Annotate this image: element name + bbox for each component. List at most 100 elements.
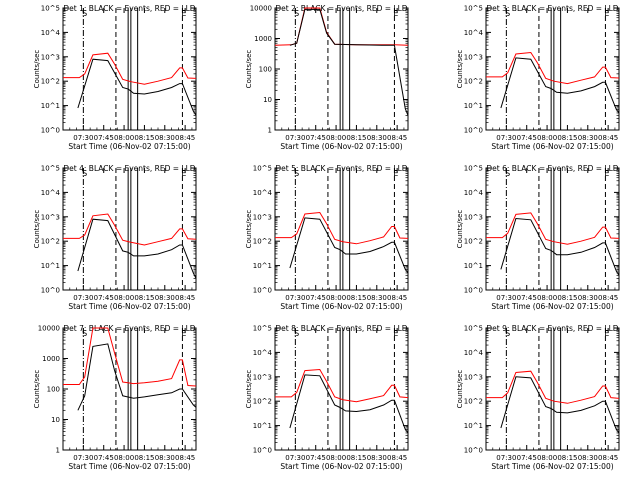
- y-tick-label: 10^1: [41, 262, 60, 270]
- y-axis-label: Counts/sec: [456, 210, 464, 249]
- x-tick-label: 08:00: [537, 294, 557, 302]
- y-tick-label: 10^0: [464, 287, 483, 295]
- x-tick-label: 08:15: [346, 454, 366, 462]
- x-tick-label: 07:30: [73, 454, 93, 462]
- annotation-s: S: [82, 329, 87, 338]
- y-tick-label: 10^1: [464, 422, 483, 430]
- y-tick-label: 10^3: [464, 213, 483, 221]
- y-tick-label: 10000: [250, 5, 272, 13]
- chart-panel-3: Det 3: BLACK = Events, RED = LLD 10^0 10^1…: [456, 2, 620, 151]
- y-tick-label: 10^0: [41, 287, 60, 295]
- x-tick-label: 08:30: [367, 134, 387, 142]
- y-tick-label: 10^5: [253, 165, 272, 173]
- x-tick-label: 08:00: [114, 454, 134, 462]
- y-tick-label: 10^3: [253, 373, 272, 381]
- annotation-e: E: [604, 9, 609, 18]
- y-tick-label: 10^3: [41, 53, 60, 61]
- y-axis-label: Counts/sec: [456, 50, 464, 89]
- x-tick-label: 08:30: [155, 294, 175, 302]
- x-tick-label: 08:30: [155, 454, 175, 462]
- x-tick-label: 08:45: [387, 134, 407, 142]
- y-tick-label: 10^5: [41, 165, 60, 173]
- y-axis-label: Counts/sec: [33, 50, 41, 89]
- chart-title: Det 1: BLACK = Events, RED = LLD: [63, 4, 195, 13]
- x-tick-label: 08:15: [557, 134, 577, 142]
- chart-panel-7: Det 7: BLACK = Events, RED = LLD 1 10 100 10…: [33, 322, 197, 471]
- y-tick-label: 10^4: [41, 189, 61, 197]
- x-tick-label: 08:15: [346, 134, 366, 142]
- x-tick-label: 08:30: [578, 454, 598, 462]
- chart-title: Det 9: BLACK = Events, RED = LLD: [486, 324, 618, 333]
- x-tick-label: 08:45: [598, 454, 618, 462]
- y-tick-label: 10^1: [253, 422, 272, 430]
- x-axis-label: Start Time (06-Nov-02 07:15:00): [491, 462, 613, 471]
- y-tick-label: 100: [259, 66, 272, 74]
- y-tick-label: 10: [263, 96, 272, 104]
- x-tick-label: 08:30: [578, 134, 598, 142]
- series-line-events: [289, 8, 409, 116]
- y-tick-label: 10^0: [253, 447, 272, 455]
- x-tick-label: 07:45: [517, 134, 537, 142]
- y-tick-label: 10^4: [253, 349, 273, 357]
- y-tick-label: 10: [51, 416, 60, 424]
- x-tick-label: 08:45: [387, 454, 407, 462]
- annotation-s: S: [82, 169, 87, 178]
- x-axis-label: Start Time (06-Nov-02 07:15:00): [280, 462, 402, 471]
- y-tick-label: 10^5: [464, 5, 483, 13]
- x-tick-label: 08:15: [557, 294, 577, 302]
- x-tick-label: 08:15: [134, 294, 154, 302]
- x-tick-label: 07:45: [517, 454, 537, 462]
- series-line-lld: [275, 368, 409, 403]
- title-background: [66, 2, 193, 12]
- y-tick-label: 1000: [42, 355, 60, 363]
- x-tick-label: 08:15: [346, 294, 366, 302]
- annotation-s: S: [294, 169, 299, 178]
- y-tick-label: 10^1: [464, 262, 483, 270]
- y-tick-label: 1: [56, 447, 60, 455]
- chart-title: Det 6: BLACK = Events, RED = LLD: [486, 164, 618, 173]
- y-tick-label: 10^2: [464, 238, 483, 246]
- title-background: [489, 2, 616, 12]
- title-background: [66, 322, 193, 332]
- y-tick-label: 10^0: [464, 447, 483, 455]
- y-tick-label: 10^0: [253, 287, 272, 295]
- x-tick-label: 07:30: [73, 294, 93, 302]
- y-tick-label: 10^3: [464, 373, 483, 381]
- x-tick-label: 08:00: [326, 454, 346, 462]
- chart-panel-8: Det 8: BLACK = Events, RED = LLD 10^0 10^1…: [245, 322, 409, 471]
- x-tick-label: 07:45: [94, 294, 114, 302]
- y-tick-label: 10^3: [464, 53, 483, 61]
- x-tick-label: 08:15: [134, 134, 154, 142]
- y-tick-label: 10^0: [464, 127, 483, 135]
- y-axis-label: Counts/sec: [245, 50, 253, 89]
- x-tick-label: 08:15: [557, 454, 577, 462]
- x-tick-label: 07:30: [285, 294, 305, 302]
- x-tick-label: 07:30: [73, 134, 93, 142]
- chart-panel-5: Det 5: BLACK = Events, RED = LLD 10^0 10^1…: [245, 162, 409, 311]
- series-line-events: [289, 217, 409, 274]
- annotation-e: E: [393, 169, 398, 178]
- x-tick-label: 08:45: [598, 294, 618, 302]
- y-axis-label: Counts/sec: [245, 370, 253, 409]
- y-tick-label: 10^5: [464, 165, 483, 173]
- y-tick-label: 10^3: [253, 213, 272, 221]
- annotation-e: E: [604, 169, 609, 178]
- series-line-lld: [486, 370, 620, 404]
- x-tick-label: 08:45: [175, 454, 195, 462]
- x-axis-label: Start Time (06-Nov-02 07:15:00): [68, 462, 190, 471]
- series-line-events: [289, 374, 409, 434]
- y-tick-label: 10^4: [464, 189, 484, 197]
- y-tick-label: 10^3: [41, 213, 60, 221]
- series-line-lld: [63, 52, 197, 85]
- x-tick-label: 07:45: [94, 134, 114, 142]
- y-tick-label: 10000: [38, 325, 60, 333]
- y-tick-label: 1: [268, 127, 272, 135]
- annotation-e: E: [181, 169, 186, 178]
- series-line-lld: [486, 51, 620, 85]
- x-tick-label: 08:00: [114, 294, 134, 302]
- x-tick-label: 08:30: [578, 294, 598, 302]
- y-tick-label: 10^2: [41, 78, 60, 86]
- annotation-e: E: [393, 9, 398, 18]
- series-line-lld: [275, 211, 409, 245]
- x-axis-label: Start Time (06-Nov-02 07:15:00): [68, 142, 190, 151]
